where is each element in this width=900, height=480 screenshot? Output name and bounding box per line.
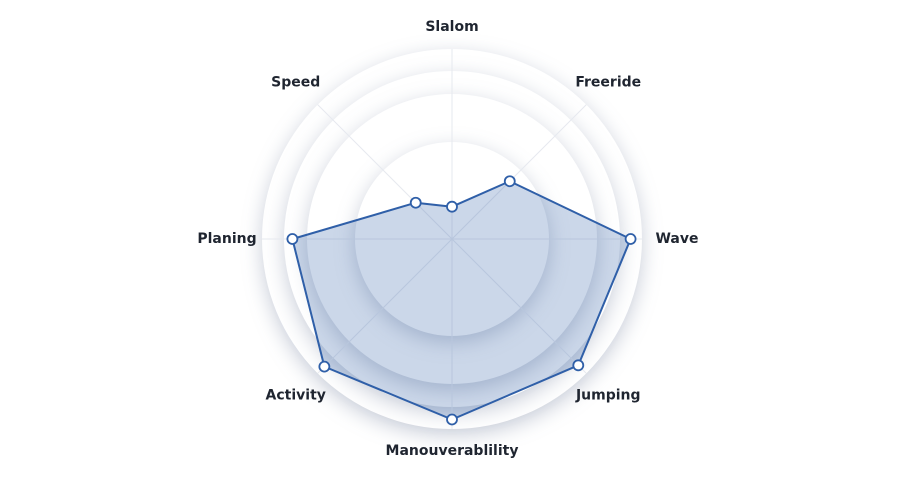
axis-label: Jumping (575, 387, 641, 403)
data-point (446, 413, 458, 426)
data-point (624, 233, 637, 245)
data-point (318, 360, 331, 373)
data-point (572, 359, 585, 372)
axis-label: Slalom (425, 19, 478, 35)
data-point (503, 175, 516, 188)
spoke (451, 104, 587, 240)
data-point (446, 200, 458, 213)
spoke (317, 238, 453, 374)
axis-label: Planing (197, 231, 256, 247)
axis-label: Activity (266, 387, 326, 403)
axis-label: Manouverablility (386, 443, 519, 459)
axis-label: Speed (271, 75, 320, 91)
axis-label: Wave (655, 231, 698, 247)
spoke (451, 238, 587, 374)
data-point (409, 196, 422, 209)
data-point (286, 233, 299, 245)
axis-label: Freeride (575, 75, 641, 91)
spoke (317, 104, 453, 240)
